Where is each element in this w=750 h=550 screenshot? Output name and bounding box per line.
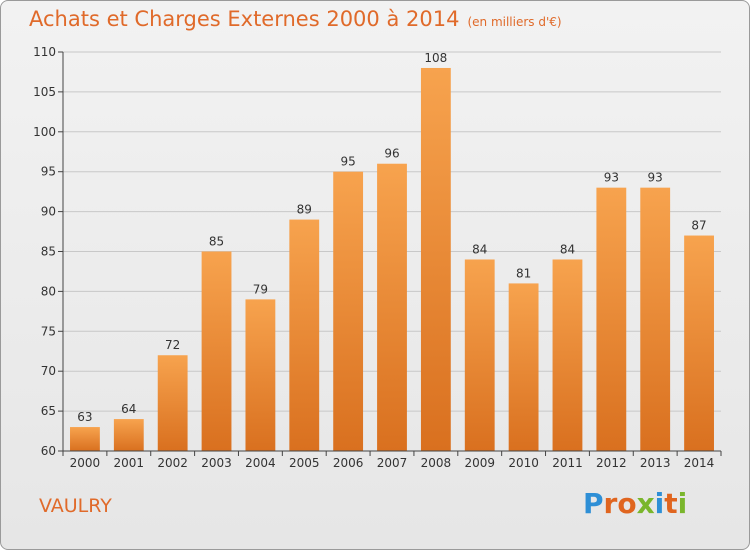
x-tick-label-2004: 2004: [245, 456, 276, 470]
data-label-2012: 93: [604, 171, 619, 185]
logo-letter: r: [603, 487, 618, 520]
place-name: VAULRY: [39, 495, 112, 517]
x-tick-label-2005: 2005: [289, 456, 320, 470]
data-label-2008: 108: [424, 51, 447, 65]
bar-2007: [377, 163, 407, 451]
x-tick-label-2008: 2008: [421, 456, 452, 470]
data-labels: 63 64 72 85 79 89 95 96 108 84 81 84 93 93 87: [77, 51, 706, 424]
x-tick-label-2009: 2009: [464, 456, 495, 470]
bar-2012: [596, 187, 627, 451]
y-tick-label: 105: [33, 85, 56, 99]
chart-title-text: Achats et Charges Externes 2000 à 2014: [29, 7, 460, 31]
logo-letter: P: [583, 487, 604, 520]
data-label-2010: 81: [516, 266, 531, 280]
bar-2001: [113, 419, 144, 451]
x-tick-label-2003: 2003: [201, 456, 232, 470]
x-tick-label-2010: 2010: [508, 456, 539, 470]
y-tick-label: 100: [33, 125, 56, 139]
bar-2009: [464, 259, 495, 451]
x-tick-label-2012: 2012: [596, 456, 627, 470]
bars: [70, 67, 714, 452]
data-label-2002: 72: [165, 338, 180, 352]
x-tick-label-2011: 2011: [552, 456, 583, 470]
data-label-2009: 84: [472, 242, 487, 256]
data-label-2003: 85: [209, 235, 224, 249]
data-label-2006: 95: [340, 155, 355, 169]
x-tick-label-2014: 2014: [684, 456, 715, 470]
axes: 60 65 70 75 80 85 90 95 100 105 110 2000 2001 2002 200…: [33, 45, 722, 470]
y-tick-label: 70: [41, 364, 56, 378]
bar-2000: [70, 427, 100, 451]
y-tick-label: 95: [41, 165, 56, 179]
logo-letter: i: [677, 487, 688, 520]
data-label-2005: 89: [297, 203, 312, 217]
data-label-2000: 63: [77, 410, 92, 424]
y-tick-label: 75: [41, 324, 56, 338]
x-tick-label-2002: 2002: [157, 456, 188, 470]
bar-2008: [420, 67, 451, 452]
chart-subtitle: (en milliers d'€): [467, 15, 562, 29]
logo-letter: i: [654, 487, 665, 520]
y-tick-label: 60: [41, 444, 56, 458]
bar-2013: [640, 187, 671, 451]
x-tick-label-2000: 2000: [70, 456, 101, 470]
data-label-2014: 87: [691, 219, 706, 233]
data-label-2007: 96: [384, 147, 399, 161]
y-tick-label: 90: [41, 205, 56, 219]
bar-2014: [684, 235, 714, 451]
bar-2011: [552, 259, 583, 451]
logo-letter: t: [664, 487, 678, 520]
logo-letter: o: [617, 487, 637, 520]
y-tick-label: 85: [41, 245, 56, 259]
data-label-2013: 93: [648, 171, 663, 185]
bar-2003: [201, 251, 232, 451]
y-tick-label: 80: [41, 284, 56, 298]
x-tick-label-2013: 2013: [640, 456, 671, 470]
y-tick-label: 110: [33, 45, 56, 59]
bar-2006: [333, 171, 364, 451]
y-tick-label: 65: [41, 404, 56, 418]
bar-2005: [289, 219, 320, 451]
bar-2010: [508, 283, 539, 451]
bar-2004: [245, 299, 276, 451]
chart-title: Achats et Charges Externes 2000 à 2014 (e…: [29, 7, 562, 31]
x-tick-label-2006: 2006: [333, 456, 364, 470]
bar-2002: [157, 355, 188, 451]
x-tick-label-2007: 2007: [377, 456, 408, 470]
data-label-2001: 64: [121, 402, 136, 416]
data-label-2011: 84: [560, 242, 575, 256]
data-label-2004: 79: [253, 282, 268, 296]
logo-letter: x: [636, 487, 655, 520]
x-tick-label-2001: 2001: [114, 456, 145, 470]
proxiti-logo[interactable]: Proxiti: [583, 487, 687, 520]
